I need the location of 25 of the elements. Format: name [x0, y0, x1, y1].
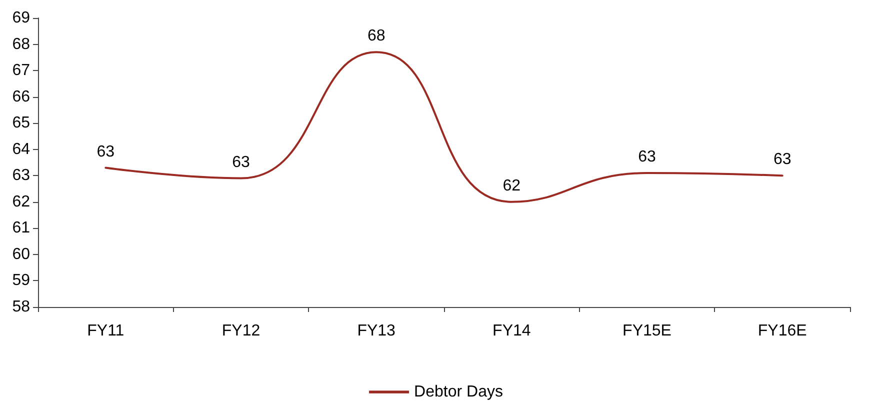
y-tick-label: 61	[12, 220, 30, 237]
y-tick-label: 68	[12, 36, 30, 53]
y-tick-label: 63	[12, 167, 30, 184]
data-label: 62	[502, 177, 521, 194]
x-tick-label: FY14	[492, 322, 531, 340]
y-tick-label: 59	[12, 272, 30, 290]
data-label: 63	[773, 151, 792, 168]
y-tick-label: 58	[12, 298, 30, 316]
y-tick-label: 69	[12, 10, 30, 26]
x-tick-label: FY15E	[622, 322, 672, 340]
y-tick-label: 64	[12, 140, 30, 158]
legend-label: Debtor Days	[414, 384, 503, 400]
data-label: 63	[638, 148, 656, 166]
y-tick-label: 67	[12, 62, 30, 80]
y-tick-label: 65	[12, 114, 30, 132]
data-label: 68	[367, 28, 386, 45]
x-tick-label: FY16E	[758, 322, 807, 340]
y-tick-label: 66	[12, 88, 30, 106]
data-label: 63	[96, 143, 115, 160]
y-tick-label: 62	[12, 193, 30, 210]
data-label: 63	[232, 154, 250, 171]
x-tick-label: FY13	[357, 322, 396, 340]
y-tick-label: 60	[12, 246, 30, 263]
x-tick-label: FY12	[222, 322, 260, 340]
x-tick-label: FY11	[87, 322, 124, 340]
